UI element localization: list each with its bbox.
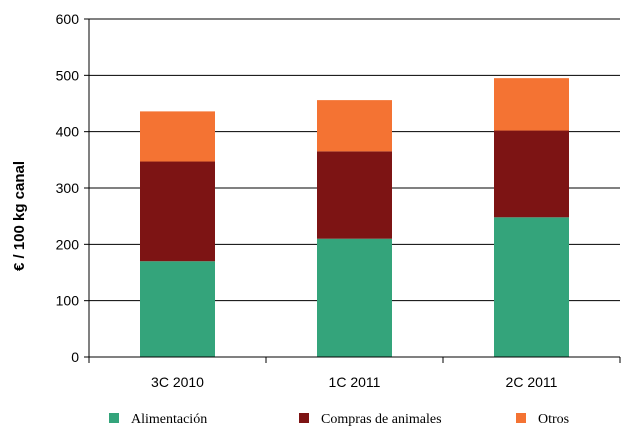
x-tick-labels: 3C 2010 1C 2011 2C 2011: [151, 374, 558, 390]
y-tick-label: 400: [56, 124, 80, 140]
y-tick-label: 500: [56, 67, 80, 83]
bar-segment: [317, 151, 392, 239]
bar-segment: [317, 238, 392, 357]
y-axis-label: € / 100 kg canal: [11, 161, 28, 271]
y-tick-label: 100: [56, 293, 80, 309]
axes: [84, 18, 621, 363]
legend: Alimentación Compras de animales Otros: [109, 412, 569, 427]
legend-swatch: [299, 413, 309, 423]
legend-label: Compras de animales: [321, 412, 442, 427]
bars: [140, 78, 569, 357]
legend-swatch: [516, 413, 526, 423]
y-tick-label: 600: [56, 11, 80, 27]
x-tick-label: 1C 2011: [329, 374, 381, 390]
y-tick-label: 200: [56, 236, 80, 252]
bar-segment: [140, 161, 215, 262]
x-tick-label: 2C 2011: [506, 374, 558, 390]
legend-label: Alimentación: [131, 412, 207, 427]
bar-segment: [317, 100, 392, 152]
y-tick-label: 0: [71, 349, 79, 365]
bar-segment: [494, 78, 569, 131]
x-tick-label: 3C 2010: [151, 374, 204, 390]
bar-segment: [140, 111, 215, 162]
bar-segment: [494, 130, 569, 218]
bar-segment: [140, 261, 215, 357]
y-tick-label: 300: [56, 180, 80, 196]
bar-segment: [494, 217, 569, 357]
legend-swatch: [109, 413, 119, 423]
y-tick-labels: 0 100 200 300 400 500 600: [56, 11, 80, 365]
legend-label: Otros: [538, 412, 569, 427]
